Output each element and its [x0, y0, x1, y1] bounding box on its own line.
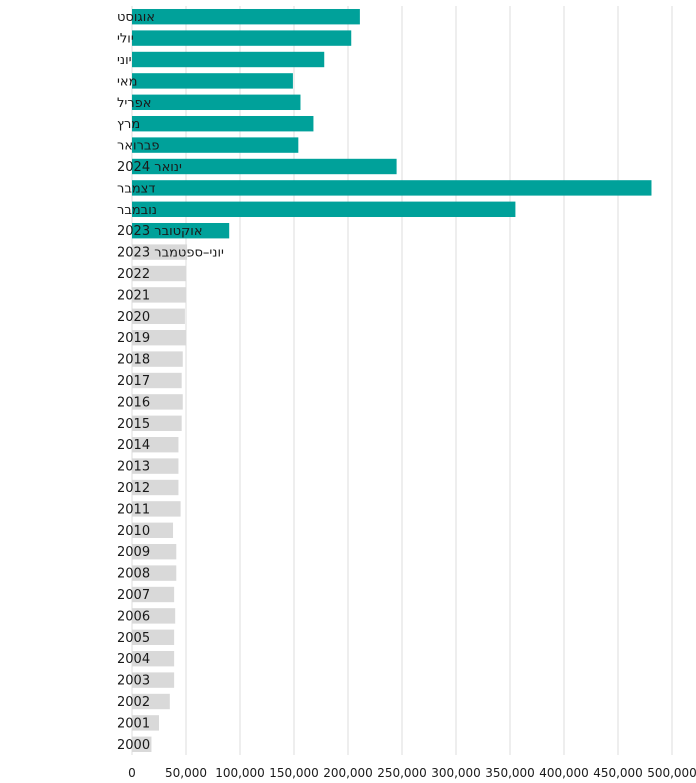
bar [132, 308, 185, 325]
category-label: 2005 [117, 631, 150, 646]
bar [132, 693, 170, 710]
category-label: 2000 [117, 738, 150, 753]
bar [132, 222, 230, 239]
bar [132, 372, 182, 389]
category-label: מאי [117, 74, 137, 89]
category-label: 2007 [117, 588, 150, 603]
category-labels: אוגוסט יולי יוני מאי אפריל מרץ פברואר ינואר 202… [117, 10, 224, 753]
bar [132, 201, 516, 218]
category-label: 2009 [117, 545, 150, 560]
x-tick-label: 100,000 [215, 766, 265, 780]
category-label: פברואר [117, 139, 160, 154]
x-tick-label: 400,000 [539, 766, 589, 780]
category-label: 2011 [117, 502, 150, 517]
bar [132, 287, 186, 303]
category-label: 2002 [117, 695, 150, 710]
category-label: מרץ [117, 117, 140, 132]
bar [132, 736, 152, 753]
category-label: 2004 [117, 652, 150, 667]
category-label: 2013 [117, 460, 150, 475]
bar [132, 180, 652, 196]
x-tick-label: 150,000 [269, 766, 319, 780]
category-label: אוגוסט [117, 10, 155, 25]
category-label: אפריל [117, 96, 151, 111]
x-tick-label: 200,000 [323, 766, 373, 780]
bar [132, 672, 175, 688]
x-tick-label: 350,000 [485, 766, 535, 780]
bar [132, 586, 175, 603]
x-tick-label: 50,000 [165, 766, 207, 780]
bar [132, 522, 174, 539]
category-label: 2006 [117, 609, 150, 624]
category-label: יוני–ספטמבר 2023 [117, 246, 224, 261]
bar [132, 629, 175, 646]
bar [132, 158, 397, 175]
category-label: 2016 [117, 395, 150, 410]
bar [132, 244, 188, 260]
category-label: נובמבר [117, 203, 157, 218]
bar [132, 329, 186, 346]
bar [132, 543, 177, 560]
bar [132, 436, 179, 453]
category-label: 2015 [117, 417, 150, 432]
bar [132, 30, 352, 46]
x-tick-label: 500,000 [647, 766, 696, 780]
bar [132, 479, 179, 496]
bar [132, 608, 176, 624]
category-label: אוקטובר 2023 [117, 224, 203, 239]
bar [132, 565, 177, 581]
bar [132, 501, 181, 517]
bar [132, 73, 293, 89]
x-tick-label: 250,000 [377, 766, 427, 780]
x-tick-label: 450,000 [593, 766, 643, 780]
category-label: 2022 [117, 267, 150, 282]
x-axis-tick-labels: 0 50,000 100,000 150,000 200,000 250,000 300,0… [128, 766, 696, 780]
category-label: 2001 [117, 716, 150, 731]
category-label: ינואר 2024 [117, 160, 182, 175]
category-label: 2003 [117, 674, 150, 689]
bar [132, 94, 301, 111]
bar [132, 415, 182, 432]
bar [132, 137, 299, 153]
bar [132, 51, 325, 68]
category-label: דצמבר [117, 181, 156, 196]
x-tick-label: 0 [128, 766, 136, 780]
bar [132, 715, 159, 731]
category-label: 2008 [117, 567, 150, 582]
bar [132, 351, 183, 367]
bar [132, 650, 175, 667]
category-label: 2018 [117, 353, 150, 368]
category-label: 2014 [117, 438, 150, 453]
category-label: יולי [117, 32, 134, 47]
x-tick-label: 300,000 [431, 766, 481, 780]
category-label: 2017 [117, 374, 150, 389]
bar [132, 115, 314, 132]
bar [132, 458, 179, 474]
category-label: 2010 [117, 524, 150, 539]
category-label: יוני [117, 53, 132, 68]
bar [132, 8, 360, 25]
bar [132, 265, 186, 282]
category-label: 2019 [117, 331, 150, 346]
category-label: 2021 [117, 288, 150, 303]
category-label: 2012 [117, 481, 150, 496]
bar [132, 394, 183, 410]
bars-group [132, 8, 652, 753]
category-label: 2020 [117, 310, 150, 325]
